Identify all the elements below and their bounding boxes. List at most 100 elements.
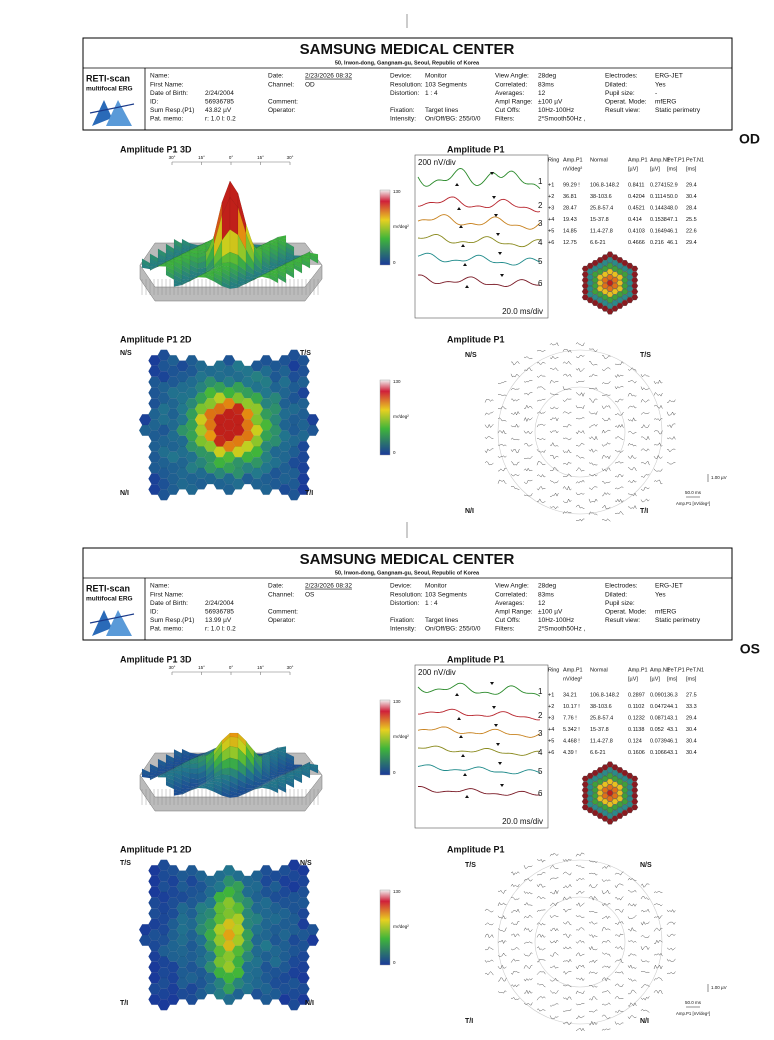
map-hex [297,483,310,495]
field-glyph [536,350,546,353]
field-glyph [575,430,585,435]
axis-3d-label: 15° [257,155,264,160]
field-glyph [497,406,507,410]
field-glyph [627,431,637,435]
field-glyph [523,1002,533,1006]
trace-ring-label: 2 [538,711,543,720]
field-glyph [653,479,663,485]
field-glyph [497,444,507,447]
field-glyph [601,492,611,497]
ring-hex [591,271,599,278]
ring-hex [581,804,589,811]
field-glyph [640,473,650,478]
trace [417,196,541,213]
field-glyph [601,467,611,472]
field-glyph [497,952,507,957]
field-glyph [523,877,533,882]
field-glyph [497,915,507,920]
trace-marker [461,244,465,247]
field-glyph [666,423,676,429]
info-value: On/Off/BG: 255/0/0 [425,626,481,633]
info-label: Cut Offs: [495,617,521,624]
info-label: Channel: [268,591,294,598]
quadrant-label: N/I [465,508,474,515]
table-header: PeT.N1 [686,667,704,673]
table-cell: 38-103.6 [590,704,612,710]
field-glyph [601,442,611,447]
info-label: Result view: [605,107,640,114]
trace-ring-label: 1 [538,177,543,186]
ring-hex [596,767,604,774]
trace-marker [500,274,504,277]
info-value: ERG-JET [655,583,683,590]
field-glyph [484,399,494,403]
info-value: On/Off/BG: 255/0/0 [425,116,481,123]
ring-hex [631,271,639,278]
info-value: Target lines [425,617,459,624]
info-label: Distortion: [390,90,419,97]
ring-hex [616,801,624,808]
table-unit: nV/deg² [563,166,582,172]
field-circle [497,859,663,1025]
ring-hex [616,268,624,275]
table-cell: +6 [548,240,554,246]
ring-hex [616,274,624,281]
field-glyph [484,436,494,440]
trace-marker [455,693,459,696]
field-glyph [562,498,572,503]
ring-hex [606,285,614,292]
ring-hex [606,274,614,281]
table-cell: 0.1443 [650,205,667,211]
ring-hex [611,804,619,811]
table-cell: 0.0472 [650,704,667,710]
color-bar [379,189,391,266]
table-cell: 30.4 [686,194,697,200]
surface-cell [261,785,271,790]
ring-hex [631,792,639,799]
field-glyph [614,896,624,901]
trace-ring-label: 5 [538,257,543,266]
field-glyph [484,933,494,939]
info-value: OS [305,591,315,598]
table-header: Normal [590,667,608,673]
ring-hex [581,282,589,289]
info-value: 2/23/2026 08:32 [305,583,352,590]
table-unit: [µV] [650,166,660,172]
field-glyph [614,510,624,516]
table-cell: 46.1 [667,738,678,744]
field-glyph [601,940,611,944]
table-cell: 22.6 [686,228,697,234]
field-glyph [497,381,507,385]
field-glyph [601,417,611,422]
surface-cell [277,273,287,284]
field-glyph [549,454,559,460]
field-glyph [614,921,624,925]
info-label: Resolution: [390,591,423,598]
ring-hex [621,300,629,306]
field-glyph [666,399,676,403]
ring-hex [621,792,629,799]
field-glyph [614,871,624,876]
trace [417,252,541,266]
ring-hex [626,778,634,785]
field-glyph [575,380,585,384]
ring-hex [596,807,604,814]
field-glyph [653,379,663,385]
field-glyph [536,896,546,900]
surface-cell [301,259,311,269]
field-glyph [640,996,650,1001]
ring-hex [616,257,624,264]
field-glyph [523,941,533,944]
field-glyph [627,454,637,459]
field-glyph [562,360,572,365]
ring-hex [591,265,599,272]
info-value: 43.82 µV [205,107,232,114]
field-glyph [575,342,585,347]
field-glyph [588,423,598,428]
field-glyph [575,367,585,372]
eye-label: OD [739,131,760,147]
field-glyph [484,922,494,926]
field-glyph [640,908,650,913]
field-glyph [536,386,546,390]
ring-hex [616,767,624,774]
